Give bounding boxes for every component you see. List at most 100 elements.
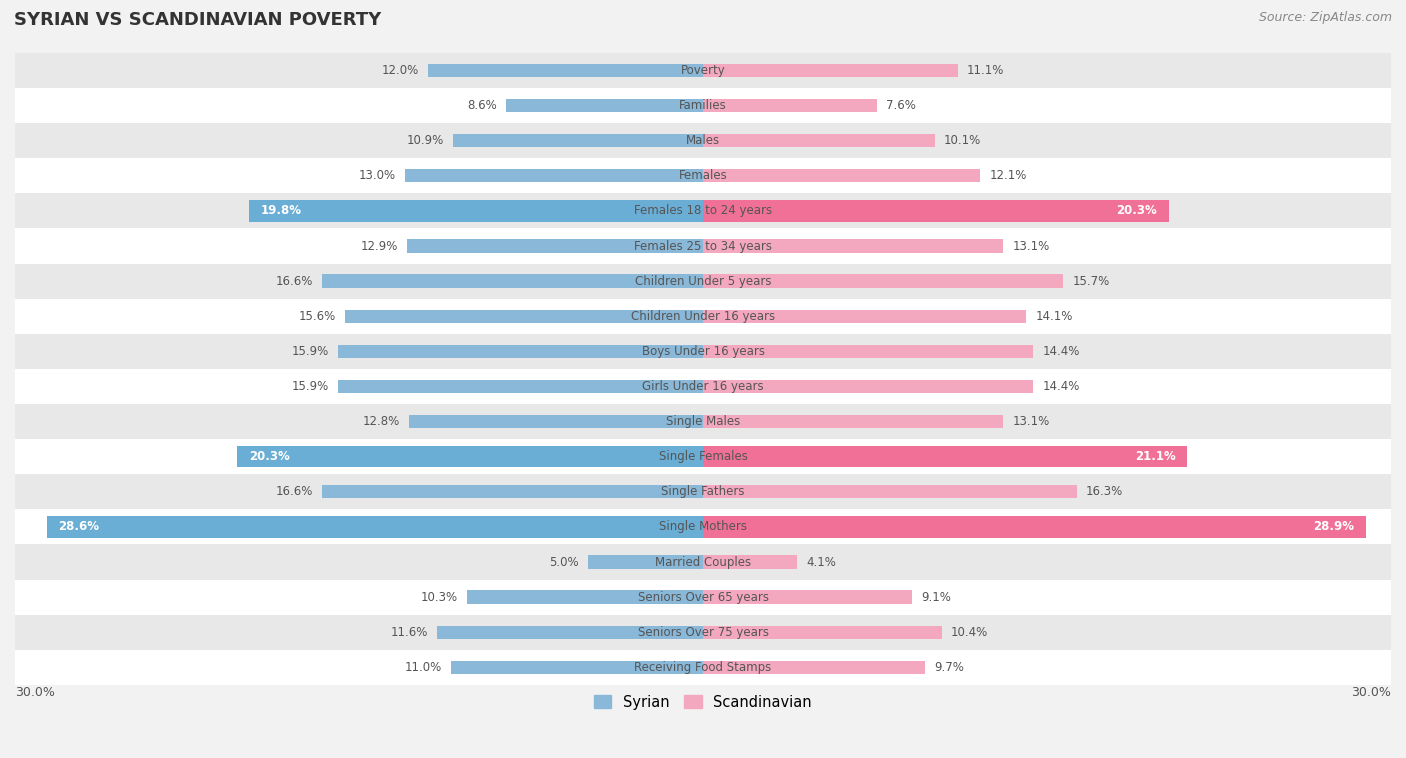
Text: 19.8%: 19.8% [260,205,301,218]
Text: Girls Under 16 years: Girls Under 16 years [643,380,763,393]
Bar [15,193,1391,228]
Bar [15,158,1391,193]
Text: 4.1%: 4.1% [806,556,837,568]
Text: Females 25 to 34 years: Females 25 to 34 years [634,240,772,252]
Text: 30.0%: 30.0% [15,686,55,699]
Bar [15,334,1391,369]
Text: 10.4%: 10.4% [950,626,988,639]
Text: Children Under 5 years: Children Under 5 years [634,274,772,287]
Text: Single Mothers: Single Mothers [659,521,747,534]
Text: Poverty: Poverty [681,64,725,77]
Text: 11.0%: 11.0% [405,661,441,674]
Bar [48,516,703,537]
Bar [15,228,1391,264]
Text: SYRIAN VS SCANDINAVIAN POVERTY: SYRIAN VS SCANDINAVIAN POVERTY [14,11,381,30]
Bar [322,485,703,499]
Bar [506,99,703,112]
Bar [322,274,703,288]
Bar [15,264,1391,299]
Bar [427,64,703,77]
Text: 20.3%: 20.3% [1116,205,1157,218]
Bar [703,485,1077,499]
Text: 5.0%: 5.0% [550,556,579,568]
Text: 9.1%: 9.1% [921,590,950,603]
Text: 16.6%: 16.6% [276,274,314,287]
Bar [15,404,1391,439]
Text: 12.1%: 12.1% [990,169,1026,183]
Bar [703,590,911,604]
Bar [15,88,1391,123]
Text: 14.4%: 14.4% [1042,380,1080,393]
Text: 11.6%: 11.6% [391,626,427,639]
Bar [703,625,942,639]
Text: Boys Under 16 years: Boys Under 16 years [641,345,765,358]
Bar [703,134,935,147]
Text: Source: ZipAtlas.com: Source: ZipAtlas.com [1258,11,1392,24]
Text: Single Females: Single Females [658,450,748,463]
Bar [409,415,703,428]
Bar [703,309,1026,323]
Text: 15.6%: 15.6% [299,310,336,323]
Text: Single Fathers: Single Fathers [661,485,745,498]
Bar [703,345,1033,358]
Bar [238,446,703,468]
Bar [703,64,957,77]
Bar [15,369,1391,404]
Bar [346,309,703,323]
Bar [15,615,1391,650]
Bar [703,556,797,568]
Text: 15.7%: 15.7% [1073,274,1109,287]
Text: 13.1%: 13.1% [1012,415,1050,428]
Bar [703,169,980,183]
Text: 21.1%: 21.1% [1135,450,1175,463]
Bar [405,169,703,183]
Bar [15,580,1391,615]
Text: 30.0%: 30.0% [1351,686,1391,699]
Bar [703,380,1033,393]
Text: 16.3%: 16.3% [1085,485,1123,498]
Bar [15,299,1391,334]
Text: 13.0%: 13.0% [359,169,395,183]
Text: Children Under 16 years: Children Under 16 years [631,310,775,323]
Bar [451,661,703,674]
Bar [15,53,1391,88]
Text: 14.4%: 14.4% [1042,345,1080,358]
Text: Receiving Food Stamps: Receiving Food Stamps [634,661,772,674]
Text: 10.3%: 10.3% [420,590,457,603]
Bar [703,274,1063,288]
Text: 20.3%: 20.3% [249,450,290,463]
Text: 8.6%: 8.6% [467,99,496,112]
Bar [339,380,703,393]
Text: 10.1%: 10.1% [943,134,981,147]
Text: 16.6%: 16.6% [276,485,314,498]
Bar [249,200,703,221]
Bar [408,240,703,252]
Bar [15,509,1391,544]
Text: 9.7%: 9.7% [935,661,965,674]
Bar [15,650,1391,685]
Text: 10.9%: 10.9% [406,134,444,147]
Text: 12.9%: 12.9% [360,240,398,252]
Text: Single Males: Single Males [666,415,740,428]
Text: Males: Males [686,134,720,147]
Text: Females 18 to 24 years: Females 18 to 24 years [634,205,772,218]
Bar [15,123,1391,158]
Bar [703,446,1187,468]
Bar [588,556,703,568]
Bar [703,415,1004,428]
Bar [339,345,703,358]
Bar [437,625,703,639]
Bar [15,544,1391,580]
Bar [703,99,877,112]
Text: Families: Families [679,99,727,112]
Bar [703,661,925,674]
Text: 12.8%: 12.8% [363,415,401,428]
Text: 15.9%: 15.9% [292,380,329,393]
Bar [453,134,703,147]
Legend: Syrian, Scandinavian: Syrian, Scandinavian [588,689,818,716]
Text: 28.6%: 28.6% [59,521,100,534]
Text: 15.9%: 15.9% [292,345,329,358]
Text: 14.1%: 14.1% [1036,310,1073,323]
Text: 12.0%: 12.0% [381,64,419,77]
Bar [467,590,703,604]
